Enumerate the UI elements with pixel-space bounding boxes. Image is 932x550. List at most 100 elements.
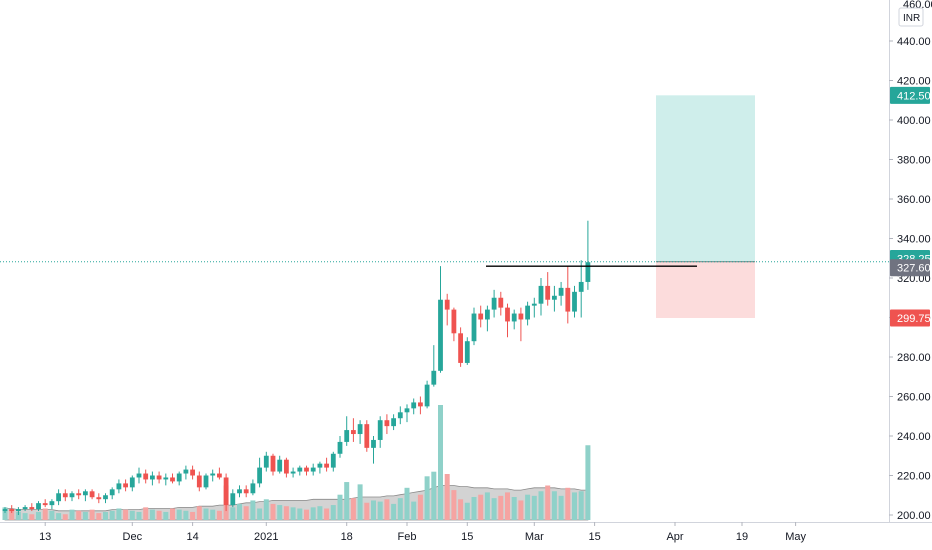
time-tick-label: Dec	[123, 531, 143, 543]
price-axis-top-label: 460.00	[903, 0, 932, 11]
time-tick-label: 2021	[254, 531, 278, 543]
candle-body	[525, 305, 530, 320]
time-tick-label: Mar	[525, 531, 544, 543]
volume-bar	[471, 497, 477, 520]
volume-bar	[458, 499, 464, 520]
candle-body	[552, 295, 557, 300]
candle-body	[585, 262, 591, 282]
candle-body	[129, 477, 135, 488]
volume-bar	[518, 500, 524, 520]
time-tick-label: 18	[341, 531, 353, 543]
candle-body	[16, 509, 21, 512]
volume-bar	[163, 511, 169, 520]
candle-body	[364, 424, 370, 448]
candle-body	[511, 313, 517, 322]
candle-body	[538, 285, 544, 304]
candle-body	[56, 493, 61, 502]
candle-body	[310, 467, 316, 472]
candle-body	[62, 493, 68, 498]
volume-bar	[357, 484, 363, 520]
candle-body	[290, 471, 296, 474]
price-tick-label: 280.00	[897, 352, 931, 364]
candle-body	[357, 424, 363, 435]
volume-bar	[330, 505, 336, 520]
last-price-label: 327.60	[897, 263, 931, 275]
volume-bar	[384, 499, 390, 520]
target-zone	[656, 95, 755, 262]
volume-bar	[364, 502, 370, 520]
candle-body	[210, 473, 216, 476]
volume-bar	[438, 405, 443, 520]
volume-bar	[578, 491, 584, 520]
currency-badge[interactable]	[898, 7, 924, 27]
volume-bar	[411, 501, 417, 520]
volume-bar	[304, 509, 309, 520]
volume-bar	[478, 494, 484, 520]
candle-body	[96, 497, 102, 500]
volume-bar	[96, 513, 102, 520]
price-tick-label: 220.00	[897, 471, 931, 483]
candle-body	[565, 287, 571, 312]
candle-body	[337, 441, 343, 454]
volume-bar	[243, 506, 249, 520]
volume-bar	[82, 511, 88, 520]
volume-bar	[210, 509, 216, 520]
volume-bar	[237, 503, 242, 520]
candle-body	[377, 420, 383, 440]
volume-bar	[310, 507, 316, 520]
volume-bar	[464, 502, 470, 520]
candle-body	[36, 503, 41, 510]
candle-body	[29, 507, 35, 510]
currency-label: INR	[903, 13, 920, 24]
candle-body	[103, 495, 108, 500]
candle-body	[170, 477, 175, 482]
candle-body	[2, 509, 8, 512]
volume-bar	[324, 508, 330, 520]
time-tick-label: Apr	[666, 531, 683, 543]
volume-bar	[190, 511, 196, 520]
volume-bar	[377, 501, 383, 520]
volume-bar	[558, 495, 564, 520]
candle-body	[49, 501, 55, 506]
candle-body	[237, 489, 242, 494]
candle-body	[464, 341, 470, 363]
volume-bar	[404, 487, 410, 520]
candle-body	[270, 455, 276, 472]
time-axis[interactable]: Nov13Dec14202118Feb15Mar15Apr19May	[0, 522, 806, 543]
volume-bar	[317, 506, 323, 520]
candle-body	[498, 297, 504, 308]
volume-bar	[42, 508, 48, 520]
candle-body	[69, 493, 75, 498]
volume-bar	[531, 495, 537, 520]
position-zones	[656, 95, 755, 318]
target-price-label-background	[890, 86, 930, 104]
candle-body	[545, 285, 551, 300]
candle-body	[217, 473, 222, 478]
volume-bar	[551, 491, 557, 520]
price-axis[interactable]: 460.00 INR 200.00 220.00 240.00 260.00 280.0…	[889, 0, 932, 522]
volume-bar	[417, 494, 423, 520]
candle-body	[203, 475, 209, 488]
candle-body	[42, 503, 48, 506]
volume-bar	[484, 492, 490, 520]
volume-bar	[270, 503, 276, 520]
candle-body	[578, 281, 584, 292]
volume-bar	[156, 510, 162, 520]
candle-body	[136, 473, 142, 478]
candle-body	[83, 491, 88, 496]
candle-body	[223, 477, 229, 506]
candle-body	[471, 313, 477, 342]
candle-body	[411, 402, 417, 409]
candle-body	[451, 309, 457, 334]
candle-body	[89, 491, 95, 498]
time-tick-label: 19	[736, 531, 748, 543]
candle-body	[344, 430, 350, 442]
volume-bar	[397, 498, 403, 520]
volume-bar	[56, 513, 62, 520]
volume-bar	[538, 491, 544, 520]
volume-bar	[109, 510, 115, 520]
candle-body	[143, 473, 149, 480]
candle-body	[263, 455, 269, 468]
